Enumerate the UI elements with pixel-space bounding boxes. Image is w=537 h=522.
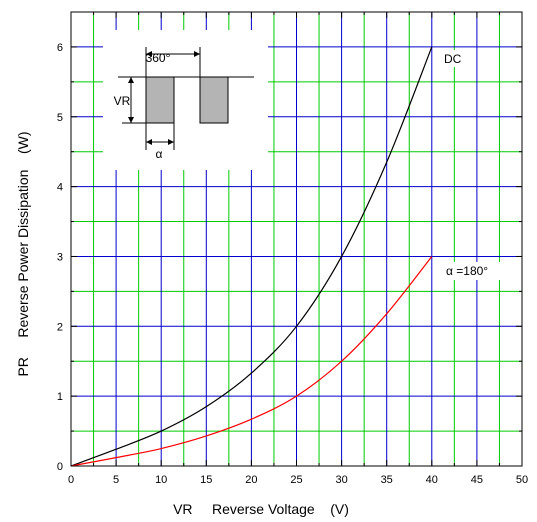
y-tick-label: 1 [57, 391, 63, 403]
x-tick-label: 15 [200, 474, 212, 486]
y-tick-label: 3 [57, 251, 63, 263]
grid [71, 12, 522, 466]
x-tick-label: 40 [426, 474, 438, 486]
x-tick-label: 25 [290, 474, 302, 486]
x-tick-label: 20 [245, 474, 257, 486]
inset-period-label: 360° [146, 51, 171, 65]
series-line-dc [70, 46, 433, 467]
x-tick-label: 35 [381, 474, 393, 486]
y-axis-label: PR Reverse Power Dissipation (W) [15, 131, 31, 376]
y-tick-label: 4 [57, 182, 63, 194]
alpha-label-background [444, 262, 506, 280]
inset-period-arrowheads [146, 51, 200, 57]
dc-series-label: DC [444, 52, 462, 66]
alpha-series-label: α =180° [446, 264, 488, 278]
x-tick-label: 45 [471, 474, 483, 486]
y-tick-label: 0 [57, 461, 63, 473]
inset-width-arrowheads [146, 139, 174, 145]
x-tick-label: 0 [68, 474, 74, 486]
series-line-alpha-180 [70, 256, 433, 467]
y-tick-label: 5 [57, 112, 63, 124]
y-tick-label: 2 [57, 321, 63, 333]
x-tick-label: 5 [113, 474, 119, 486]
inset-pulse-2 [199, 76, 229, 124]
x-tick-label: 50 [516, 474, 528, 486]
waveform-inset: 360° VR α [103, 30, 268, 170]
series-lines [70, 46, 433, 467]
x-tick-label: 30 [335, 474, 347, 486]
inset-width-label: α [156, 147, 163, 161]
x-axis-label: VR Reverse Voltage (V) [173, 501, 349, 517]
inset-amplitude-label: VR [114, 94, 131, 108]
x-tick-label: 10 [155, 474, 167, 486]
plot-frame [70, 11, 523, 467]
y-tick-label: 6 [57, 42, 63, 54]
inset-pulse-1 [145, 76, 175, 124]
dc-label-background [441, 50, 471, 67]
